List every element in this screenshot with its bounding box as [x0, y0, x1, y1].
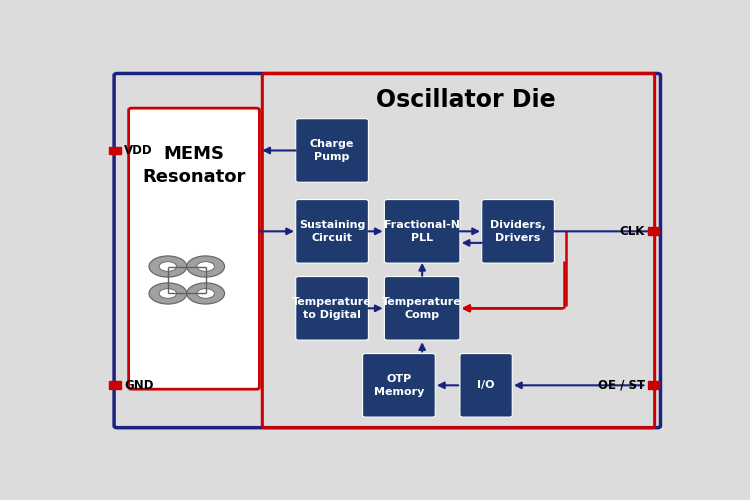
Text: CLK: CLK: [620, 225, 645, 238]
Text: GND: GND: [124, 379, 154, 392]
Ellipse shape: [159, 288, 176, 298]
Text: Charge
Pump: Charge Pump: [310, 139, 354, 162]
Text: Sustaining
Circuit: Sustaining Circuit: [298, 220, 365, 242]
Ellipse shape: [159, 262, 176, 272]
FancyBboxPatch shape: [648, 228, 659, 235]
Ellipse shape: [197, 262, 214, 272]
Text: OTP
Memory: OTP Memory: [374, 374, 424, 396]
Ellipse shape: [197, 288, 214, 298]
FancyBboxPatch shape: [648, 382, 659, 389]
FancyBboxPatch shape: [384, 200, 460, 263]
FancyBboxPatch shape: [384, 276, 460, 340]
FancyBboxPatch shape: [296, 276, 368, 340]
Ellipse shape: [149, 256, 187, 277]
Text: Temperature
to Digital: Temperature to Digital: [292, 297, 372, 320]
FancyBboxPatch shape: [110, 146, 121, 154]
Text: Fractional-N
PLL: Fractional-N PLL: [384, 220, 460, 242]
FancyBboxPatch shape: [296, 200, 368, 263]
Ellipse shape: [149, 283, 187, 304]
FancyBboxPatch shape: [460, 354, 512, 417]
Text: MEMS
Resonator: MEMS Resonator: [142, 146, 246, 186]
FancyBboxPatch shape: [296, 118, 368, 182]
Ellipse shape: [187, 283, 224, 304]
FancyBboxPatch shape: [114, 74, 661, 428]
FancyBboxPatch shape: [110, 382, 121, 389]
Text: Temperature
Comp: Temperature Comp: [382, 297, 462, 320]
FancyBboxPatch shape: [482, 200, 554, 263]
FancyBboxPatch shape: [129, 108, 260, 389]
Text: OE / ST: OE / ST: [598, 379, 645, 392]
Ellipse shape: [187, 256, 224, 277]
Text: Dividers,
Drivers: Dividers, Drivers: [490, 220, 546, 242]
FancyBboxPatch shape: [362, 354, 435, 417]
Text: VDD: VDD: [124, 144, 152, 157]
Text: Oscillator Die: Oscillator Die: [376, 88, 556, 112]
Text: I/O: I/O: [477, 380, 495, 390]
